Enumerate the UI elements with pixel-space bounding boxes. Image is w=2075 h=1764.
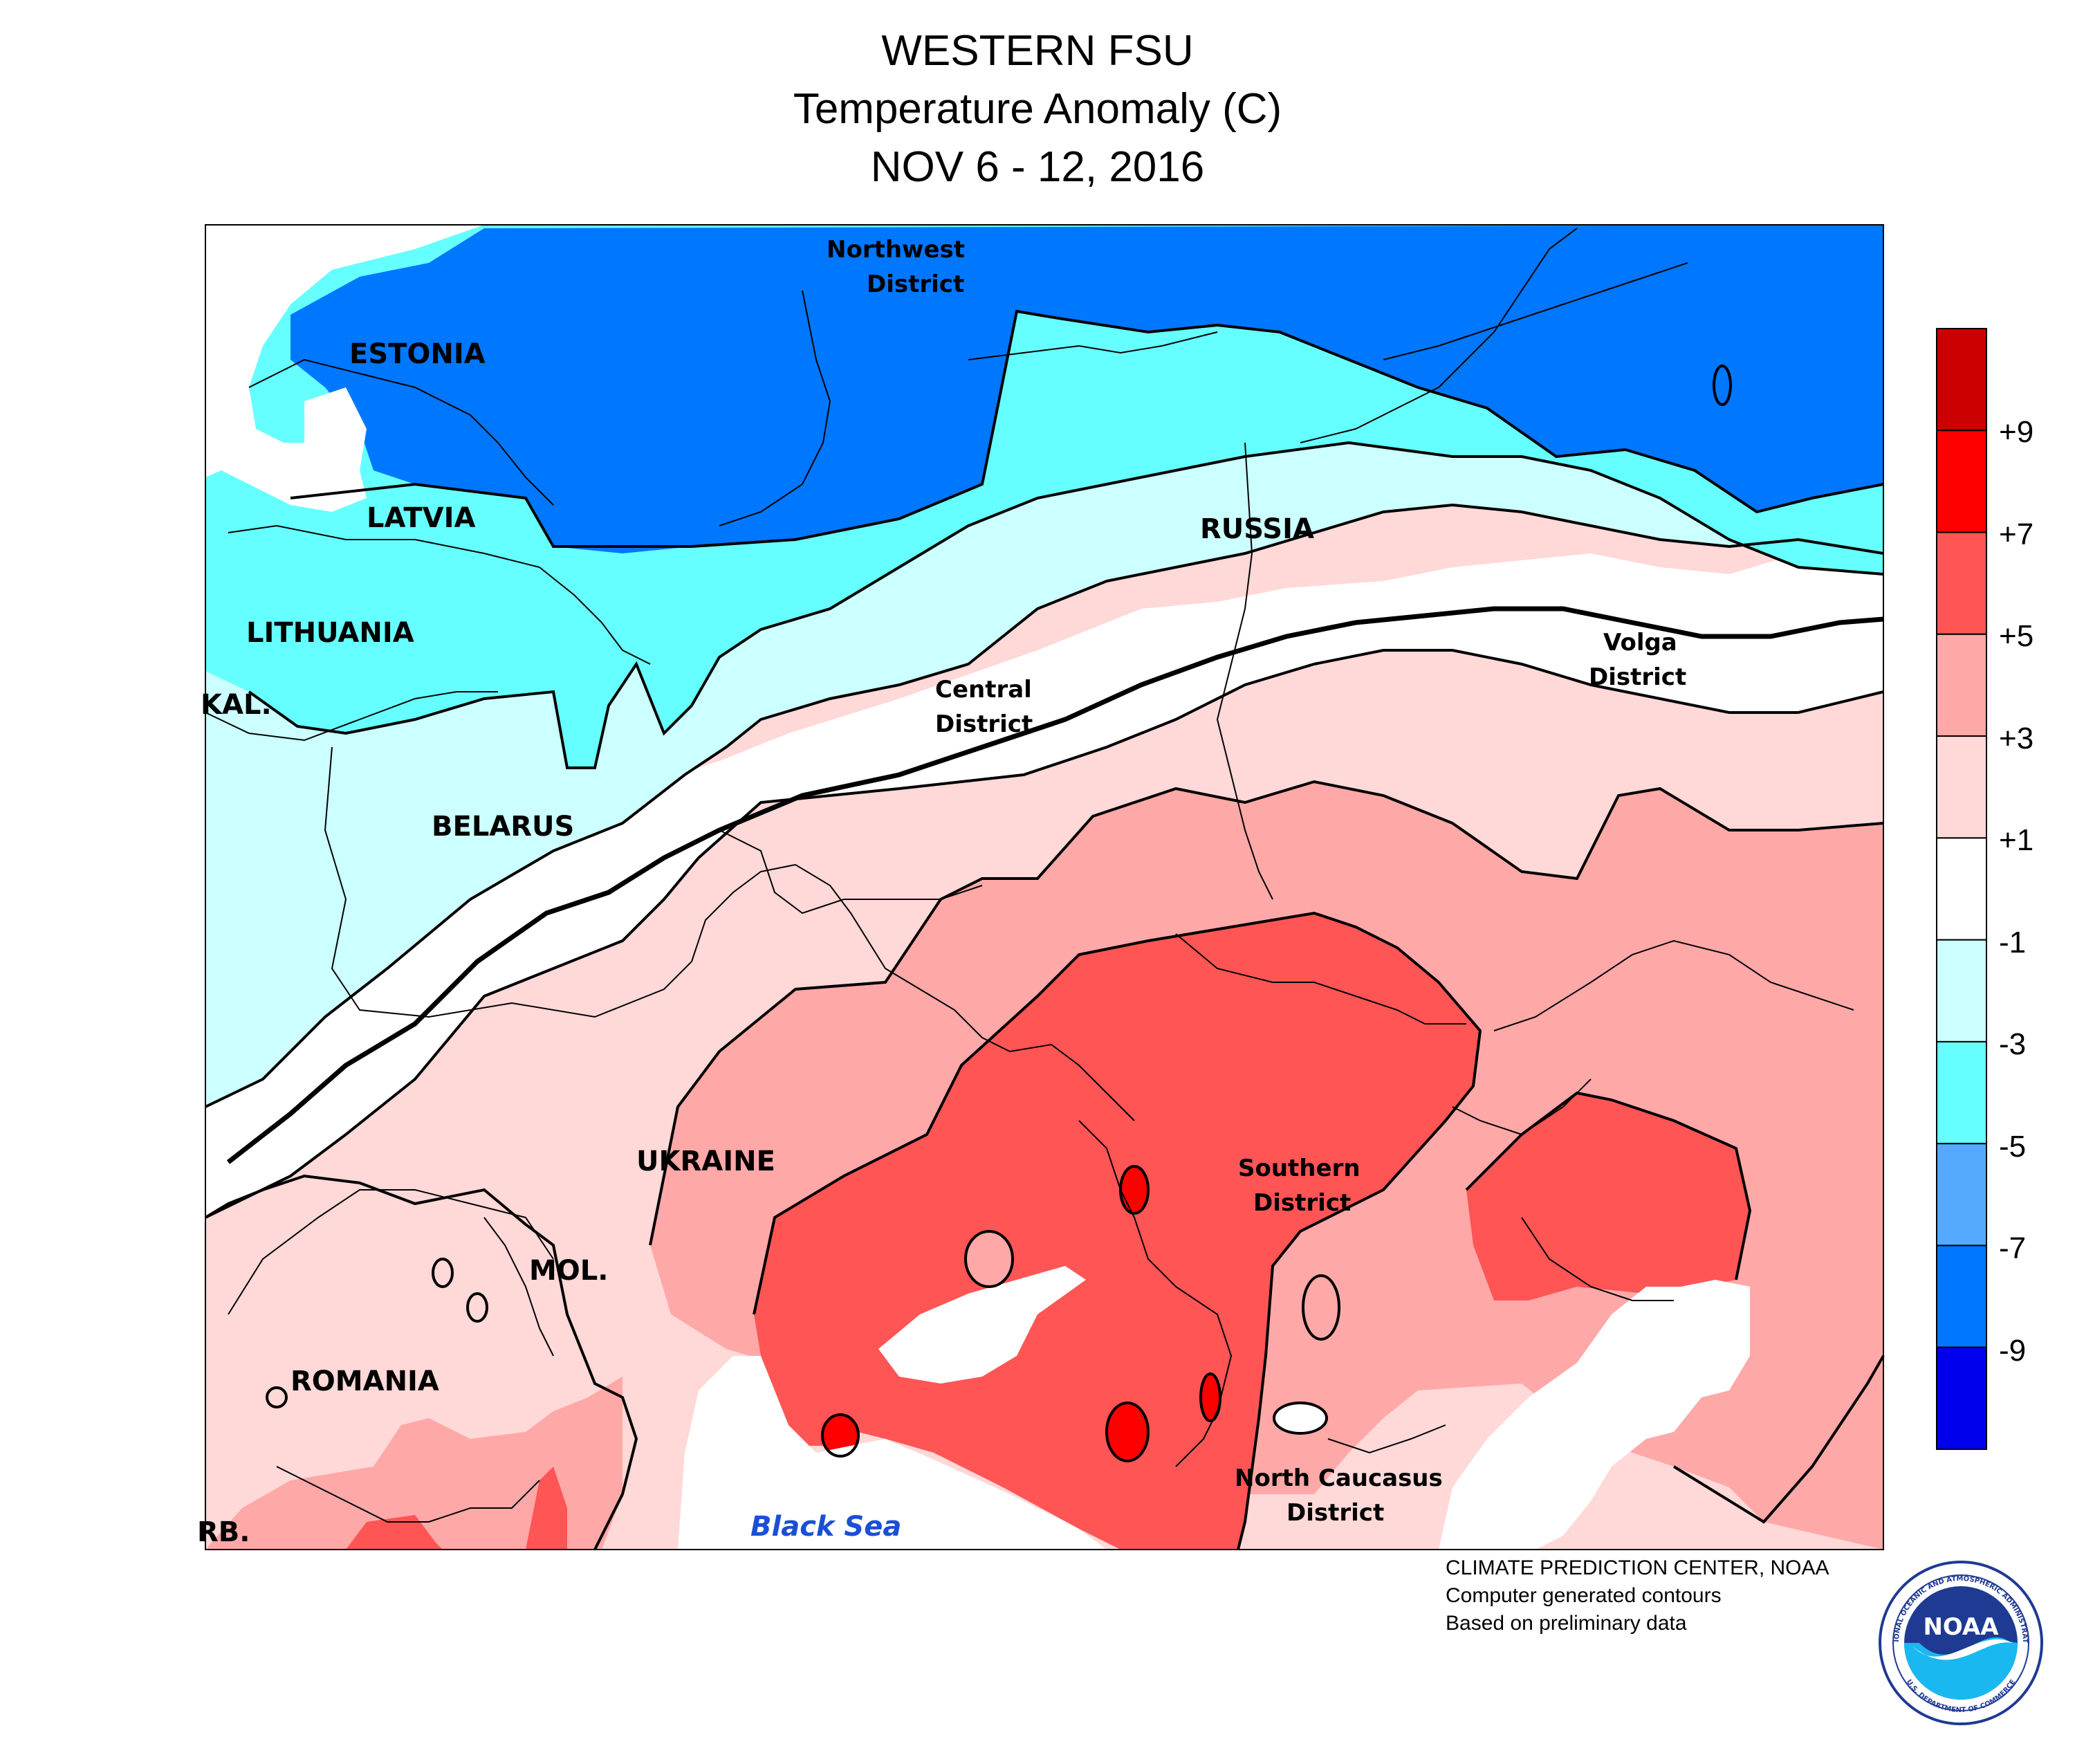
label-ukraine: UKRAINE	[636, 1146, 775, 1177]
label-lithuania: LITHUANIA	[246, 617, 414, 649]
map-date-range: NOV 6 - 12, 2016	[870, 143, 1205, 191]
legend-label-p3: +3	[1999, 722, 2034, 755]
legend-label-m5: -5	[1999, 1130, 2027, 1164]
zone-red-romania	[346, 1515, 443, 1550]
zone-red-romania-east	[526, 1467, 567, 1550]
zone-darkred-spot-4	[822, 1415, 858, 1456]
label-romania: ROMANIA	[290, 1366, 439, 1397]
label-northwest-district-2: District	[867, 270, 964, 298]
black-sea	[678, 1356, 1107, 1550]
map-subtitle: Temperature Anomaly (C)	[793, 85, 1282, 133]
legend-label-p7: +7	[1999, 517, 2034, 551]
label-kaliningrad: KAL.	[201, 689, 272, 721]
contour-lines	[204, 309, 1885, 1550]
zone-darkred-spot-1	[1120, 1166, 1148, 1213]
zone-pink-romania	[205, 1377, 622, 1550]
zone-deep-blue	[290, 225, 1883, 553]
anomaly-fill-layer	[205, 225, 1883, 1550]
label-volga-district-1: Volga	[1603, 629, 1677, 656]
legend-swatch	[1936, 939, 1987, 1042]
label-moldova: MOL.	[529, 1255, 609, 1287]
legend-swatch	[1936, 837, 1987, 941]
label-serbia: RB.	[197, 1516, 250, 1548]
legend-label-m7: -7	[1999, 1231, 2027, 1265]
legend-swatch	[1936, 633, 1987, 737]
legend-swatch	[1936, 1040, 1987, 1145]
legend-swatch	[1936, 1244, 1987, 1348]
label-volga-district-2: District	[1589, 663, 1686, 691]
gulf-of-riga	[304, 387, 367, 484]
label-estonia: ESTONIA	[349, 338, 486, 370]
caspian-sea	[1439, 1280, 1750, 1550]
legend-label-m9: -9	[1999, 1334, 2027, 1368]
baltic-sea	[205, 225, 484, 512]
legend-label-m3: -3	[1999, 1027, 2027, 1061]
noaa-logo-text: NOAA	[1923, 1613, 1999, 1641]
legend-swatch	[1936, 1346, 1987, 1451]
legend-label-p9: +9	[1999, 415, 2034, 449]
credit-line-3: Based on preliminary data	[1446, 1612, 1687, 1635]
zone-white-spot-1	[1274, 1403, 1327, 1433]
zone-red-southern	[754, 913, 1480, 1550]
zone-white-band	[205, 540, 1883, 1218]
zone-pink-spot-2	[966, 1231, 1013, 1287]
label-black-sea: Black Sea	[750, 1511, 901, 1543]
legend-label-p5: +5	[1999, 619, 2034, 653]
legend-swatch	[1936, 531, 1987, 635]
map-frame	[205, 224, 1884, 1550]
boundary-lines	[205, 228, 1854, 1523]
label-belarus: BELARUS	[432, 811, 574, 843]
zone-darkred-spot-2	[1107, 1403, 1148, 1461]
zone-pink-spot	[1303, 1276, 1339, 1339]
legend-color-bar	[1936, 328, 1987, 1451]
label-central-district-1: Central	[935, 676, 1032, 704]
legend-swatch	[1936, 328, 1987, 432]
noaa-logo: NOAA NATIONAL OCEANIC AND ATMOSPHERIC AD…	[1878, 1560, 2043, 1725]
label-latvia: LATVIA	[367, 502, 475, 534]
legend-label-m1: -1	[1999, 926, 2027, 959]
credit-line-2: Computer generated contours	[1446, 1584, 1722, 1607]
label-central-district-2: District	[935, 710, 1033, 738]
zone-red-volga-east	[1466, 1093, 1750, 1301]
map-title: WESTERN FSU	[881, 27, 1194, 75]
zone-darkred-spot-3	[1201, 1374, 1220, 1421]
legend-swatch	[1936, 735, 1987, 839]
label-northwest-district-1: Northwest	[827, 236, 965, 264]
legend-swatch	[1936, 1143, 1987, 1247]
legend-label-p1: +1	[1999, 823, 2034, 857]
credit-line-1: CLIMATE PREDICTION CENTER, NOAA	[1446, 1556, 1829, 1579]
label-north-caucasus-district-1: North Caucasus	[1235, 1464, 1443, 1492]
sea-of-azov	[878, 1266, 1086, 1384]
label-russia: RUSSIA	[1200, 513, 1314, 545]
legend-swatch	[1936, 430, 1987, 533]
label-southern-district-2: District	[1253, 1189, 1351, 1217]
label-north-caucasus-district-2: District	[1286, 1499, 1384, 1527]
label-southern-district-1: Southern	[1238, 1155, 1361, 1182]
